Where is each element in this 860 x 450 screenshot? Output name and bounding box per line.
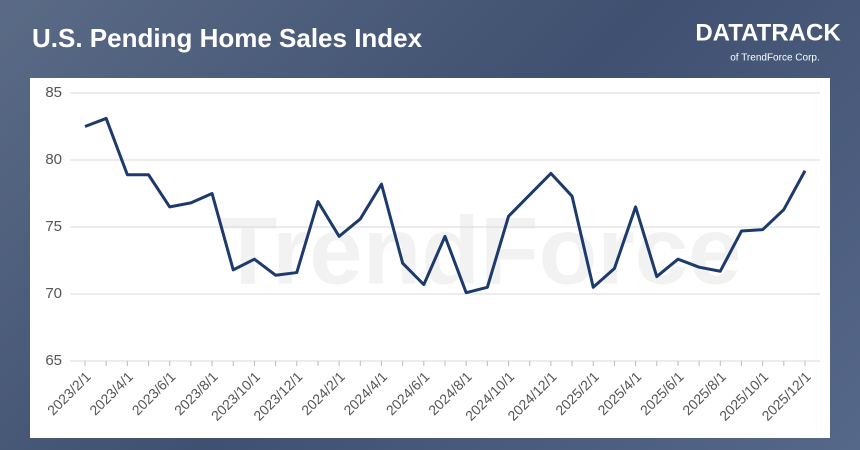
- watermark: TrendForce: [219, 197, 742, 304]
- brand-sub: of TrendForce Corp.: [730, 53, 819, 64]
- y-tick-label: 65: [45, 352, 62, 369]
- line-series: [84, 116, 807, 295]
- y-tick-label: 80: [45, 151, 62, 168]
- plot-panel: [30, 78, 830, 438]
- y-tick-label: 70: [45, 285, 62, 302]
- brand-name: DATATRACK: [695, 19, 841, 46]
- y-tick-label: 75: [45, 218, 62, 235]
- y-tick-label: 85: [45, 84, 62, 101]
- chart-title: U.S. Pending Home Sales Index: [32, 23, 423, 53]
